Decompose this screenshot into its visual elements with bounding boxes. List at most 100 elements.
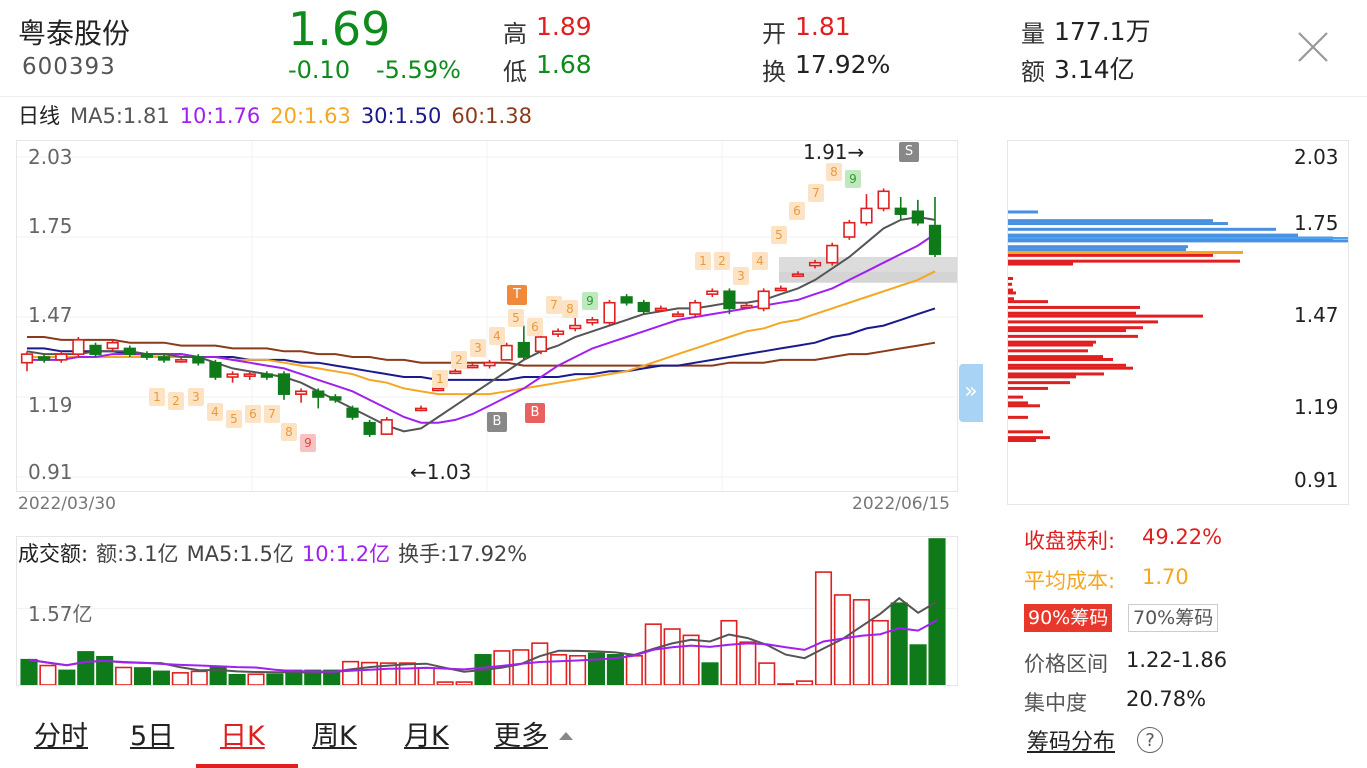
chip-bar-11: [1008, 366, 1133, 370]
candle-0: [20, 353, 34, 364]
candle-23: [414, 407, 428, 412]
signal-tag-24: 7: [808, 184, 824, 202]
tab-5day[interactable]: 5日: [130, 721, 175, 752]
chip-bar-13: [1008, 358, 1113, 361]
volume-bar-8: [171, 672, 189, 686]
kline-panel[interactable]: [16, 140, 958, 492]
volume-bar-44: [852, 599, 870, 686]
turnover-label: 换: [762, 58, 786, 86]
candle-30: [534, 336, 548, 353]
last-price: 1.69: [288, 2, 391, 56]
chip-bar-14: [1008, 355, 1103, 359]
chip-bar-35: [1008, 245, 1188, 249]
chip-bar-42: [1008, 210, 1038, 214]
chip-bar-8: [1008, 381, 1070, 385]
chip-bar-1: [1008, 436, 1050, 440]
volume-bar-37: [720, 619, 738, 686]
signal-tag-4: 5: [226, 410, 242, 428]
chip-distribution-panel[interactable]: [1007, 140, 1349, 505]
help-icon[interactable]: ?: [1137, 727, 1163, 753]
header-divider: [0, 96, 1367, 97]
candle-47: [826, 244, 839, 264]
candle-26: [466, 364, 479, 369]
chip-90-button[interactable]: 90%筹码: [1024, 604, 1113, 632]
candle-9: [175, 359, 188, 363]
chip-distribution-chart: [1008, 210, 1348, 442]
volume-ma10: 10:1.2亿: [301, 542, 391, 566]
candle-42: [740, 304, 753, 309]
stock-name: 粤泰股份: [18, 17, 131, 50]
chip-70-button[interactable]: 70%筹码: [1128, 604, 1219, 632]
volume-bar-47: [909, 644, 927, 686]
expand-panel-button[interactable]: »: [959, 364, 983, 422]
candle-21: [380, 419, 393, 435]
candle-19: [346, 407, 359, 418]
chip-bar-16: [1008, 343, 1093, 347]
chip-y-tick-1-75: 1.75: [1294, 211, 1339, 235]
volume-bar-34: [663, 628, 681, 686]
candle-7: [140, 353, 154, 358]
signal-tag-20: 3: [733, 267, 749, 285]
caret-up-icon: [558, 726, 574, 745]
volume-bar-5: [115, 666, 133, 686]
signal-tag-14: 6: [527, 318, 543, 336]
candle-46: [808, 261, 822, 267]
candle-20: [363, 421, 376, 435]
volume-title: 成交额:: [18, 542, 89, 566]
low-value: 1.68: [536, 50, 592, 79]
high-marker: 1.91→: [803, 140, 865, 164]
chip-y-tick-0-91: 0.91: [1294, 468, 1339, 492]
chip-distribution-link[interactable]: 筹码分布: [1027, 730, 1116, 755]
chip-y-tick-1-19: 1.19: [1294, 395, 1339, 419]
active-tab-indicator: [196, 764, 298, 768]
trade-signal-3: S: [899, 142, 919, 162]
volume-bar-39: [758, 662, 776, 686]
signal-tag-12: 4: [489, 327, 505, 345]
trade-signal-1: B: [487, 412, 507, 432]
candle-28: [500, 344, 513, 361]
chip-bar-33: [1008, 253, 1213, 257]
volume-bar-33: [644, 623, 662, 686]
volume-panel[interactable]: [16, 536, 958, 686]
tab-weekly-k[interactable]: 周K: [312, 721, 357, 752]
candle-32: [569, 324, 582, 330]
ma5-label: MA5:1.81: [70, 104, 170, 128]
chip-bar-6: [1008, 395, 1023, 399]
volume-bar-20: [398, 662, 416, 686]
tab-monthly-k[interactable]: 月K: [404, 721, 449, 752]
chip-bar-30: [1008, 277, 1013, 280]
ma60-label: 60:1.38: [451, 104, 532, 128]
chip-bar-23: [1008, 311, 1136, 315]
signal-tag-5: 6: [245, 405, 261, 423]
volume-bar-11: [228, 673, 246, 686]
ma5-line: [26, 215, 936, 433]
tab-intraday[interactable]: 分时: [34, 721, 88, 752]
chip-bar-28: [1008, 288, 1013, 292]
chip-bar-38: [1008, 233, 1298, 237]
candle-52: [911, 210, 924, 224]
volume-bar-22: [436, 681, 454, 686]
close-icon[interactable]: [1296, 30, 1330, 64]
volume-bar-32: [625, 655, 643, 686]
chip-bar-25: [1008, 300, 1048, 304]
signal-tag-17: 9: [582, 292, 598, 310]
chip-bar-26: [1008, 297, 1014, 301]
stock-code: 600393: [22, 54, 116, 80]
tab-more[interactable]: 更多: [494, 721, 548, 752]
price-range-label: 价格区间: [1024, 652, 1108, 676]
concentration-value: 20.78%: [1126, 687, 1207, 711]
ma20-line: [27, 270, 936, 396]
tab-daily-k[interactable]: 日K: [220, 721, 265, 752]
ma30-label: 30:1.50: [360, 104, 442, 128]
candle-14: [260, 373, 273, 378]
candle-1: [38, 356, 51, 361]
cost-band-lower: [779, 271, 957, 283]
candle-18: [329, 396, 342, 401]
profit-label: 收盘获利:: [1024, 529, 1116, 553]
low-label: 低: [503, 58, 527, 86]
volume-y-tick: 1.57亿: [28, 602, 93, 626]
chip-bar-9: [1008, 375, 1076, 379]
signal-tag-22: 5: [771, 226, 787, 244]
ma10-line: [27, 233, 936, 424]
chip-bar-15: [1008, 349, 1088, 353]
